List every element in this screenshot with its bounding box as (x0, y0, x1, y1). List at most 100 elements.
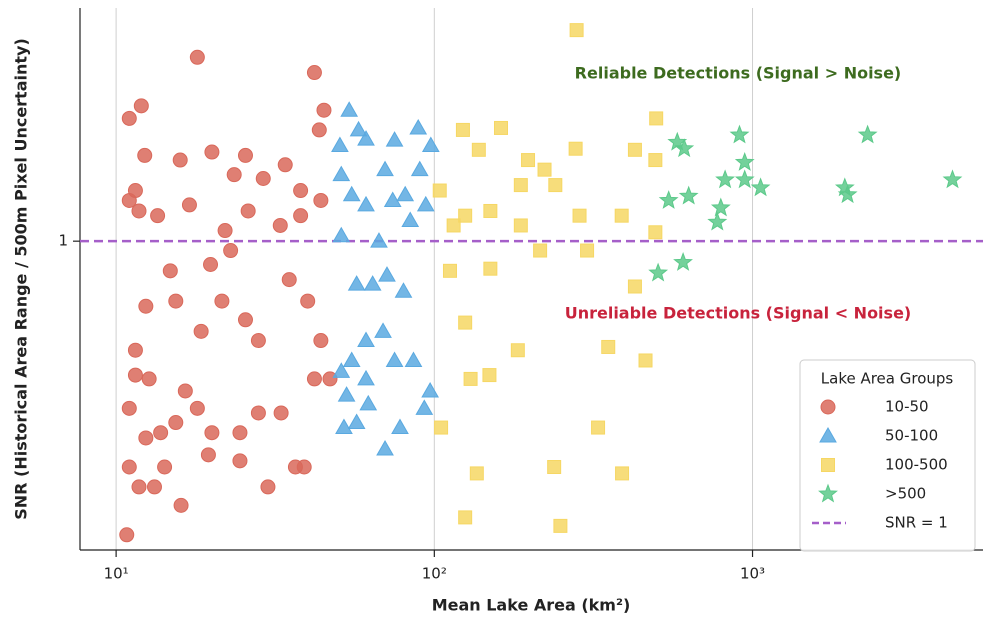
point (750, 177, 771, 197)
point (734, 169, 755, 189)
point (533, 243, 548, 258)
point (200, 447, 216, 463)
point (469, 466, 484, 481)
point (322, 371, 338, 387)
point (133, 98, 149, 114)
legend-marker (820, 399, 836, 415)
legend-marker (818, 483, 838, 503)
point (260, 479, 276, 495)
point (458, 315, 473, 330)
point (715, 169, 736, 189)
point (306, 371, 322, 387)
point (359, 394, 378, 411)
point (942, 169, 963, 189)
legend-label: SNR = 1 (885, 514, 948, 532)
point (378, 266, 396, 282)
legend-label: 100-500 (885, 456, 948, 474)
point (189, 400, 205, 416)
point (710, 197, 731, 217)
point (204, 144, 220, 160)
point (615, 466, 630, 481)
legend-label: 50-100 (885, 427, 938, 445)
point (510, 343, 525, 358)
point (357, 195, 375, 212)
point (250, 405, 266, 421)
point (203, 256, 219, 272)
point (131, 479, 147, 495)
point (173, 497, 189, 513)
point (255, 170, 271, 186)
point (193, 323, 209, 339)
point (119, 527, 135, 543)
point (376, 440, 394, 456)
legend-marker (819, 426, 837, 443)
point (273, 405, 289, 421)
point (332, 362, 351, 378)
point (347, 413, 366, 430)
point (374, 322, 392, 338)
point (591, 420, 606, 435)
point (162, 263, 178, 279)
point (127, 367, 143, 383)
point (150, 208, 166, 224)
point (601, 339, 616, 354)
point (250, 333, 266, 349)
point (121, 400, 137, 416)
point (707, 211, 728, 231)
point (409, 118, 428, 135)
point (332, 226, 351, 243)
point (342, 185, 361, 202)
point (513, 178, 528, 193)
point (287, 459, 303, 475)
point (237, 312, 253, 328)
legend-title: Lake Area Groups (821, 370, 954, 388)
point (674, 138, 695, 158)
legend-label: 10-50 (885, 398, 929, 416)
point (337, 386, 356, 402)
point (837, 184, 858, 204)
point (313, 333, 329, 349)
point (177, 383, 193, 399)
point (272, 217, 288, 233)
point (172, 152, 188, 168)
point (394, 282, 413, 298)
point (168, 293, 184, 309)
point (237, 147, 253, 163)
point (648, 153, 663, 168)
point (458, 208, 473, 223)
point (293, 208, 309, 224)
point (455, 122, 470, 137)
point (181, 197, 197, 213)
point (204, 425, 220, 441)
x-tick-label: 10¹ (104, 565, 129, 583)
point (396, 185, 415, 202)
point (627, 279, 642, 294)
point (347, 275, 366, 291)
point (349, 120, 368, 137)
point (376, 160, 394, 177)
point (614, 208, 629, 223)
point (217, 223, 233, 239)
point (580, 243, 595, 258)
point (401, 211, 420, 228)
point (281, 272, 297, 288)
point (432, 183, 447, 198)
point (627, 142, 642, 157)
point (141, 371, 157, 387)
point (293, 183, 309, 199)
point (483, 261, 498, 276)
point (316, 102, 332, 118)
point (521, 153, 536, 168)
point (442, 263, 457, 278)
point (226, 167, 242, 183)
point (331, 136, 349, 152)
point (404, 351, 423, 367)
legend-box (799, 359, 976, 552)
point (370, 232, 388, 248)
point (138, 430, 154, 446)
point (410, 160, 429, 177)
point (421, 381, 439, 398)
point (385, 351, 404, 367)
point (146, 479, 162, 495)
point (306, 65, 322, 81)
